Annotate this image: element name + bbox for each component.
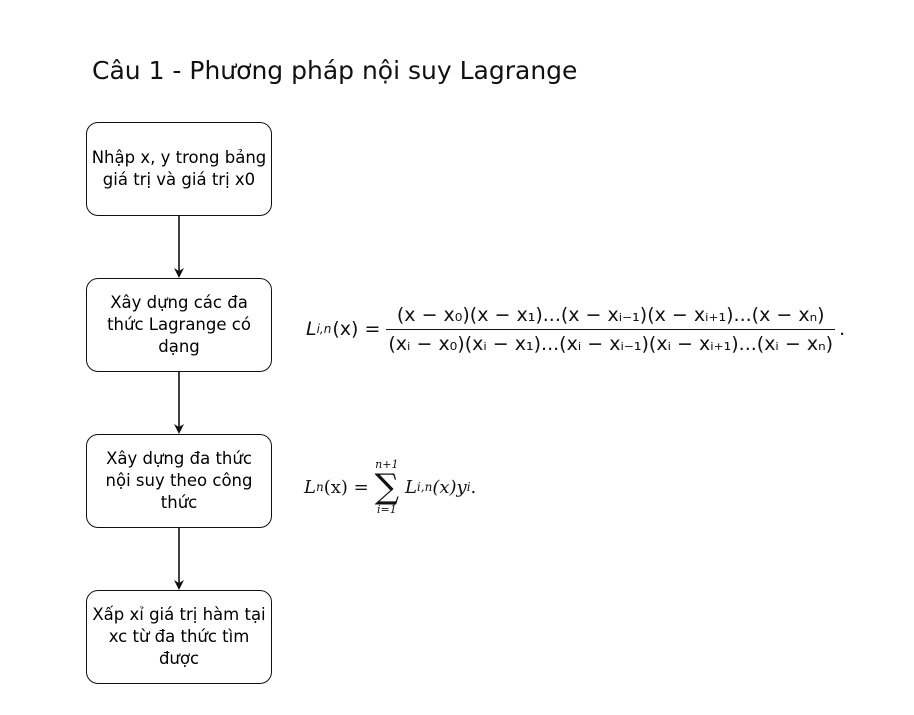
step-build-basis: Xây dựng các đa thức Lagrange có dạng [86,278,272,372]
step-approximate: Xấp xỉ giá trị hàm tại xc từ đa thức tìm… [86,590,272,684]
basis-fraction: (x − x₀)(x − x₁)...(x − xᵢ₋₁)(x − xᵢ₊₁).… [386,303,836,355]
sigma-icon: ∑ [374,467,399,507]
interp-tail: (x)y [432,476,467,498]
summation-sign: n+1 ∑ i=1 [375,459,399,515]
interp-tail-sub: i [466,480,471,494]
step-build-polynomial: Xây dựng đa thức nội suy theo công thức [86,434,272,528]
step-input-label: Nhập x, y trong bảng giá trị và giá trị … [91,148,267,189]
interp-term-sub: i,n [416,480,433,494]
sum-lower-limit: i=1 [376,503,397,516]
step-input: Nhập x, y trong bảng giá trị và giá trị … [86,122,272,216]
step-build-polynomial-label: Xây dựng đa thức nội suy theo công thức [105,449,253,512]
diagram-title: Câu 1 - Phương pháp nội suy Lagrange [92,56,578,85]
interp-arg: (x) = [323,476,369,498]
interp-lhs: L [304,476,316,498]
sum-upper-limit: n+1 [375,458,399,471]
basis-lhs-sub: i,n [316,322,332,336]
step-approximate-label: Xấp xỉ giá trị hàm tại xc từ đa thức tìm… [92,605,266,668]
interp-end: . [470,476,477,498]
interp-term: L [404,476,417,498]
basis-denominator: (xᵢ − x₀)(xᵢ − x₁)...(xᵢ − xᵢ₋₁)(xᵢ − xᵢ… [386,328,836,355]
basis-arg: (x) = [332,318,381,340]
basis-end: . [839,318,846,340]
interp-lhs-sub: n [315,480,324,494]
basis-numerator: (x − x₀)(x − x₁)...(x − xᵢ₋₁)(x − xᵢ₊₁).… [396,303,825,326]
step-build-basis-label: Xây dựng các đa thức Lagrange có dạng [107,293,251,356]
basis-lhs: L [306,318,317,340]
